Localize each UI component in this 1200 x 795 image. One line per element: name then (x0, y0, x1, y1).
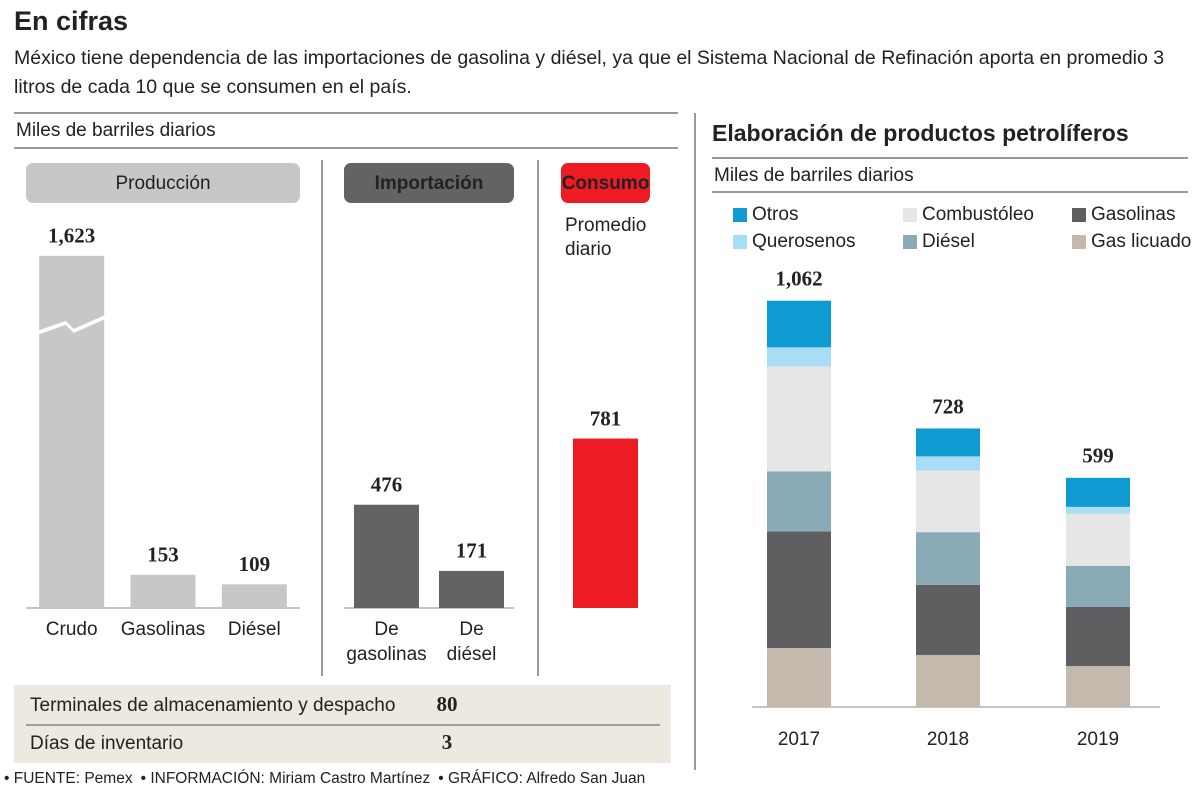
bar-segment (916, 456, 980, 471)
bar (130, 574, 196, 608)
bar-segment (1066, 606, 1130, 667)
bar-segment (916, 584, 980, 655)
table-label: Días de inventario (30, 733, 183, 754)
group-pill (26, 163, 300, 203)
bar (573, 438, 638, 608)
category-label: De gasolinas (346, 619, 426, 665)
footer: FUENTE: Pemex INFORMACIÓN: Miriam Castro … (4, 770, 653, 788)
group-name: Importación (375, 173, 484, 194)
legend-swatch (733, 235, 747, 249)
bar-segment (916, 428, 980, 457)
bar-segment (767, 300, 831, 348)
total-label: 728 (932, 394, 964, 418)
group-pill (344, 163, 514, 203)
bar (439, 570, 504, 608)
footer-item: INFORMACIÓN: Miriam Castro Martínez (141, 770, 431, 787)
table-value: 3 (442, 730, 453, 754)
x-tick-label: 2019 (1077, 729, 1119, 750)
table-bg (14, 685, 671, 763)
legend-label: Diésel (922, 231, 975, 252)
legend-swatch (733, 208, 747, 222)
value-label: 476 (371, 473, 403, 497)
x-tick-label: 2018 (927, 729, 969, 750)
table-value: 80 (437, 692, 458, 716)
group-subtitle: Promedio diario (565, 215, 646, 260)
category-label: Diésel (228, 619, 281, 640)
bar-segment (1066, 565, 1130, 607)
bar-segment (767, 531, 831, 649)
total-label: 1,062 (775, 266, 822, 290)
category-label: Crudo (46, 619, 98, 640)
category-label: De diésel (447, 619, 497, 665)
bar-segment (1066, 666, 1130, 707)
legend-label: Combustóleo (922, 204, 1034, 225)
legend-swatch (903, 235, 917, 249)
footer-item: FUENTE: Pemex (4, 770, 133, 787)
value-label: 781 (590, 406, 622, 430)
group-name: Producción (115, 173, 210, 194)
bar (39, 255, 105, 608)
legend-swatch (1072, 208, 1086, 222)
x-tick-label: 2017 (778, 729, 820, 750)
footer-item: GRÁFICO: Alfredo San Juan (438, 770, 645, 787)
bar-segment (767, 471, 831, 532)
bar-segment (767, 347, 831, 367)
group-pill (561, 163, 650, 203)
value-label: 171 (456, 539, 488, 563)
unit-label: Miles de barriles diarios (714, 165, 914, 186)
legend-swatch (903, 208, 917, 222)
table-label: Terminales de almacenamiento y despacho (30, 695, 395, 716)
bar (221, 584, 287, 608)
bar-segment (1066, 477, 1130, 507)
value-label: 109 (239, 552, 271, 576)
bar-segment (916, 532, 980, 585)
legend-label: Gasolinas (1091, 204, 1176, 225)
bar-segment (1066, 513, 1130, 566)
bar (354, 504, 419, 608)
group-name: Consumo (562, 173, 650, 194)
bar-segment (916, 470, 980, 533)
legend-label: Gas licuado (1091, 231, 1191, 252)
legend-swatch (1072, 235, 1086, 249)
bar-segment (767, 366, 831, 472)
legend-label: Otros (752, 204, 798, 225)
category-label: Gasolinas (121, 619, 206, 640)
unit-label: Miles de barriles diarios (16, 120, 216, 141)
bar-segment (1066, 506, 1130, 514)
bar-segment (767, 648, 831, 707)
axis-break (37, 314, 106, 335)
title: En cifras (14, 6, 129, 36)
value-label: 153 (147, 543, 179, 567)
subtitle: México tiene dependencia de las importac… (14, 47, 1165, 98)
value-label: 1,623 (48, 224, 95, 248)
bar-segment (916, 654, 980, 707)
legend-label: Querosenos (752, 231, 856, 252)
total-label: 599 (1082, 444, 1114, 468)
chart-title: Elaboración de productos petrolíferos (712, 120, 1129, 146)
